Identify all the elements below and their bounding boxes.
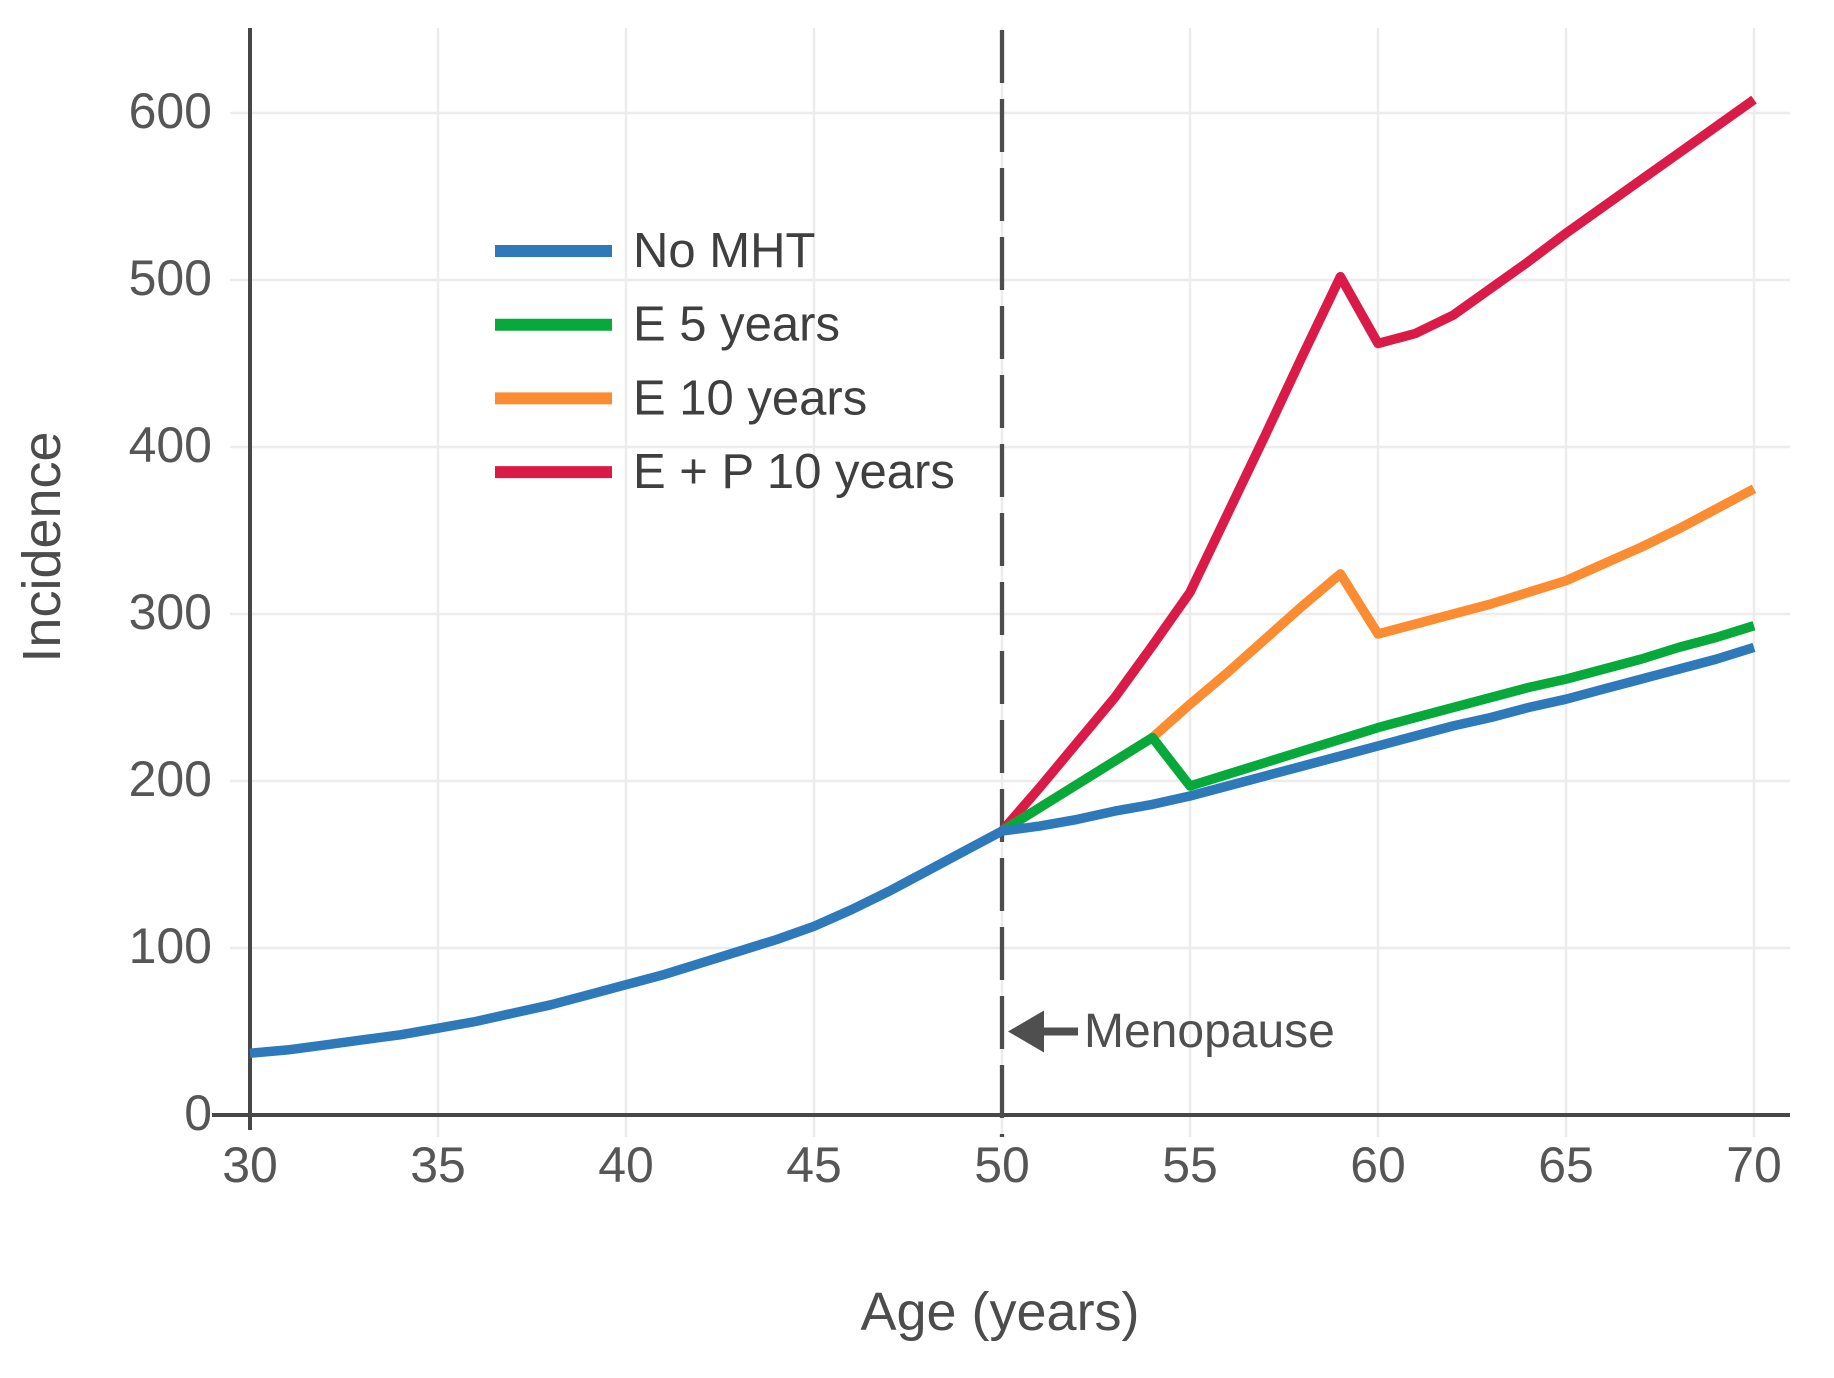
series-line-e-5-years — [999, 621, 1756, 836]
menopause-arrow-head — [1008, 1010, 1044, 1053]
x-tick-label: 40 — [598, 1137, 654, 1193]
legend-label-no-mht: No MHT — [633, 224, 815, 278]
legend-label-e-10-years: E 10 years — [633, 371, 867, 425]
y-tick-label: 200 — [129, 751, 212, 807]
x-tick-label: 30 — [222, 1137, 278, 1193]
x-tick-label: 65 — [1538, 1137, 1594, 1193]
y-axis-title: Incidence — [12, 431, 72, 662]
x-tick-label: 60 — [1350, 1137, 1406, 1193]
y-tick-label: 600 — [129, 83, 212, 139]
x-tick-label: 50 — [974, 1137, 1030, 1193]
y-tick-label: 0 — [184, 1085, 212, 1141]
series-line-no-mht — [249, 642, 1756, 1058]
y-tick-label: 300 — [129, 584, 212, 640]
menopause-annotation-label: Menopause — [1084, 1005, 1335, 1058]
x-tick-label: 55 — [1162, 1137, 1218, 1193]
x-tick-label: 35 — [410, 1137, 466, 1193]
x-axis-title: Age (years) — [860, 1282, 1139, 1342]
series-line-e-10-years — [999, 484, 1757, 836]
legend-label-e-p-10-years: E + P 10 years — [633, 445, 955, 499]
y-tick-label: 500 — [129, 250, 212, 306]
y-tick-label: 400 — [129, 417, 212, 473]
x-tick-label: 70 — [1726, 1137, 1782, 1193]
series-line-e-p-10-years — [998, 95, 1757, 835]
legend-label-e-5-years: E 5 years — [633, 298, 840, 352]
x-tick-label: 45 — [786, 1137, 842, 1193]
y-tick-label: 100 — [129, 918, 212, 974]
